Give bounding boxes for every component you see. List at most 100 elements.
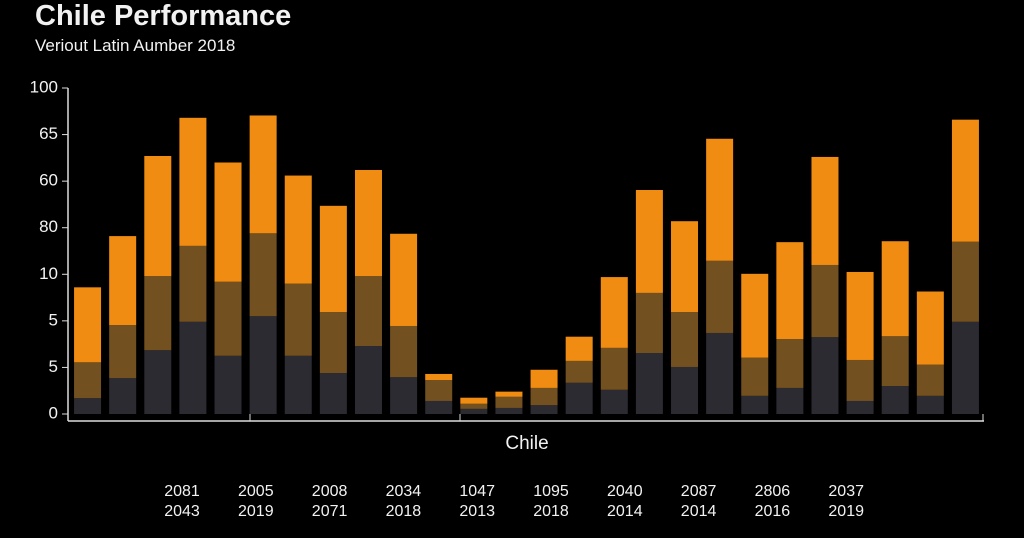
bar-segment (214, 162, 242, 282)
bar-segment (951, 119, 979, 242)
bar-segment (495, 391, 523, 397)
bar-segment (319, 312, 347, 374)
bar-segment (109, 236, 137, 326)
bar-segment (916, 291, 944, 365)
bar-segment (530, 387, 558, 406)
bar-segment (846, 359, 874, 401)
group-label: 2019 (828, 503, 864, 520)
bar-segment (776, 339, 804, 388)
bar-segment (249, 115, 277, 234)
bar-segment (460, 408, 488, 414)
bar-segment (565, 336, 593, 361)
bar-segment (881, 336, 909, 387)
y-tick-label: 60 (39, 171, 58, 190)
bar-segment (179, 321, 207, 414)
bar-segment (565, 382, 593, 414)
group-label: 2087 (681, 483, 717, 500)
group-label: 2037 (828, 483, 864, 500)
bar-segment (390, 377, 418, 414)
bar-segment (179, 117, 207, 246)
bar-segment (460, 403, 488, 409)
y-tick-label: 5 (49, 310, 58, 329)
y-tick-label: 80 (39, 217, 58, 236)
bar-segment (811, 337, 839, 414)
group-label: 2014 (607, 503, 643, 520)
y-tick-label: 100 (30, 77, 58, 96)
bar-segment (741, 395, 769, 414)
chart-subtitle: Veriout Latin Aumber 2018 (35, 36, 235, 55)
group-label: 2016 (755, 503, 791, 520)
group-label: 2071 (312, 503, 348, 520)
bar-segment (74, 398, 102, 414)
bar-segment (109, 378, 137, 414)
bar-segment (846, 400, 874, 414)
bar-segment (495, 407, 523, 414)
bar-segment (635, 189, 663, 293)
group-label: 2043 (164, 503, 200, 520)
bar-segment (881, 386, 909, 414)
bar-segment (214, 281, 242, 356)
bar-segment (144, 350, 172, 414)
bar-segment (284, 355, 312, 414)
bar-segment (425, 400, 453, 414)
bar-segment (530, 369, 558, 388)
bar-segment (249, 316, 277, 414)
bar-segment (741, 357, 769, 396)
bar-segment (811, 264, 839, 338)
y-tick-label: 65 (39, 124, 58, 143)
bar-segment (671, 366, 699, 414)
bar-segment (741, 273, 769, 358)
bar-segment (390, 233, 418, 326)
y-tick-label: 0 (49, 403, 58, 422)
group-label: 2005 (238, 483, 274, 500)
group-label: 1095 (533, 483, 569, 500)
bar-segment (706, 138, 734, 261)
bar-segment (284, 175, 312, 284)
bar-segment (354, 169, 382, 277)
group-label: 2081 (164, 483, 200, 500)
y-tick-label: 5 (49, 357, 58, 376)
bar-segment (460, 397, 488, 404)
bar-segment (354, 346, 382, 414)
group-label: 2019 (238, 503, 274, 520)
bar-segment (74, 362, 102, 399)
y-tick-label: 10 (39, 264, 58, 283)
bar-segment (881, 241, 909, 337)
bar-segment (530, 405, 558, 414)
bar-segment (916, 395, 944, 414)
x-axis-label: Chile (505, 433, 548, 454)
bar-segment (600, 347, 628, 390)
group-label: 2018 (386, 503, 422, 520)
bar-segment (811, 156, 839, 265)
bar-segment (776, 242, 804, 340)
group-label: 2034 (386, 483, 422, 500)
bar-segment (144, 276, 172, 351)
bar-segment (600, 389, 628, 414)
bar-segment (425, 373, 453, 381)
bar-segment (179, 245, 207, 322)
bar-segment (706, 332, 734, 414)
group-label: 1047 (459, 483, 495, 500)
bar-segment (74, 287, 102, 363)
chart-title: Chile Performance (35, 0, 291, 32)
bar-segment (319, 373, 347, 414)
bar-segment (390, 325, 418, 378)
bar-segment (425, 380, 453, 401)
bar-segment (495, 396, 523, 408)
group-label: 2013 (459, 503, 495, 520)
bar-segment (249, 233, 277, 317)
bar-segment (951, 241, 979, 322)
bar-segment (916, 364, 944, 396)
group-label: 2806 (755, 483, 791, 500)
group-label: 2018 (533, 503, 569, 520)
bar-segment (319, 205, 347, 313)
bar-segment (706, 260, 734, 333)
group-label: 2014 (681, 503, 717, 520)
bar-segment (846, 271, 874, 360)
bar-segment (109, 325, 137, 379)
bar-segment (354, 276, 382, 347)
bar-segment (671, 221, 699, 313)
group-label: 2008 (312, 483, 348, 500)
